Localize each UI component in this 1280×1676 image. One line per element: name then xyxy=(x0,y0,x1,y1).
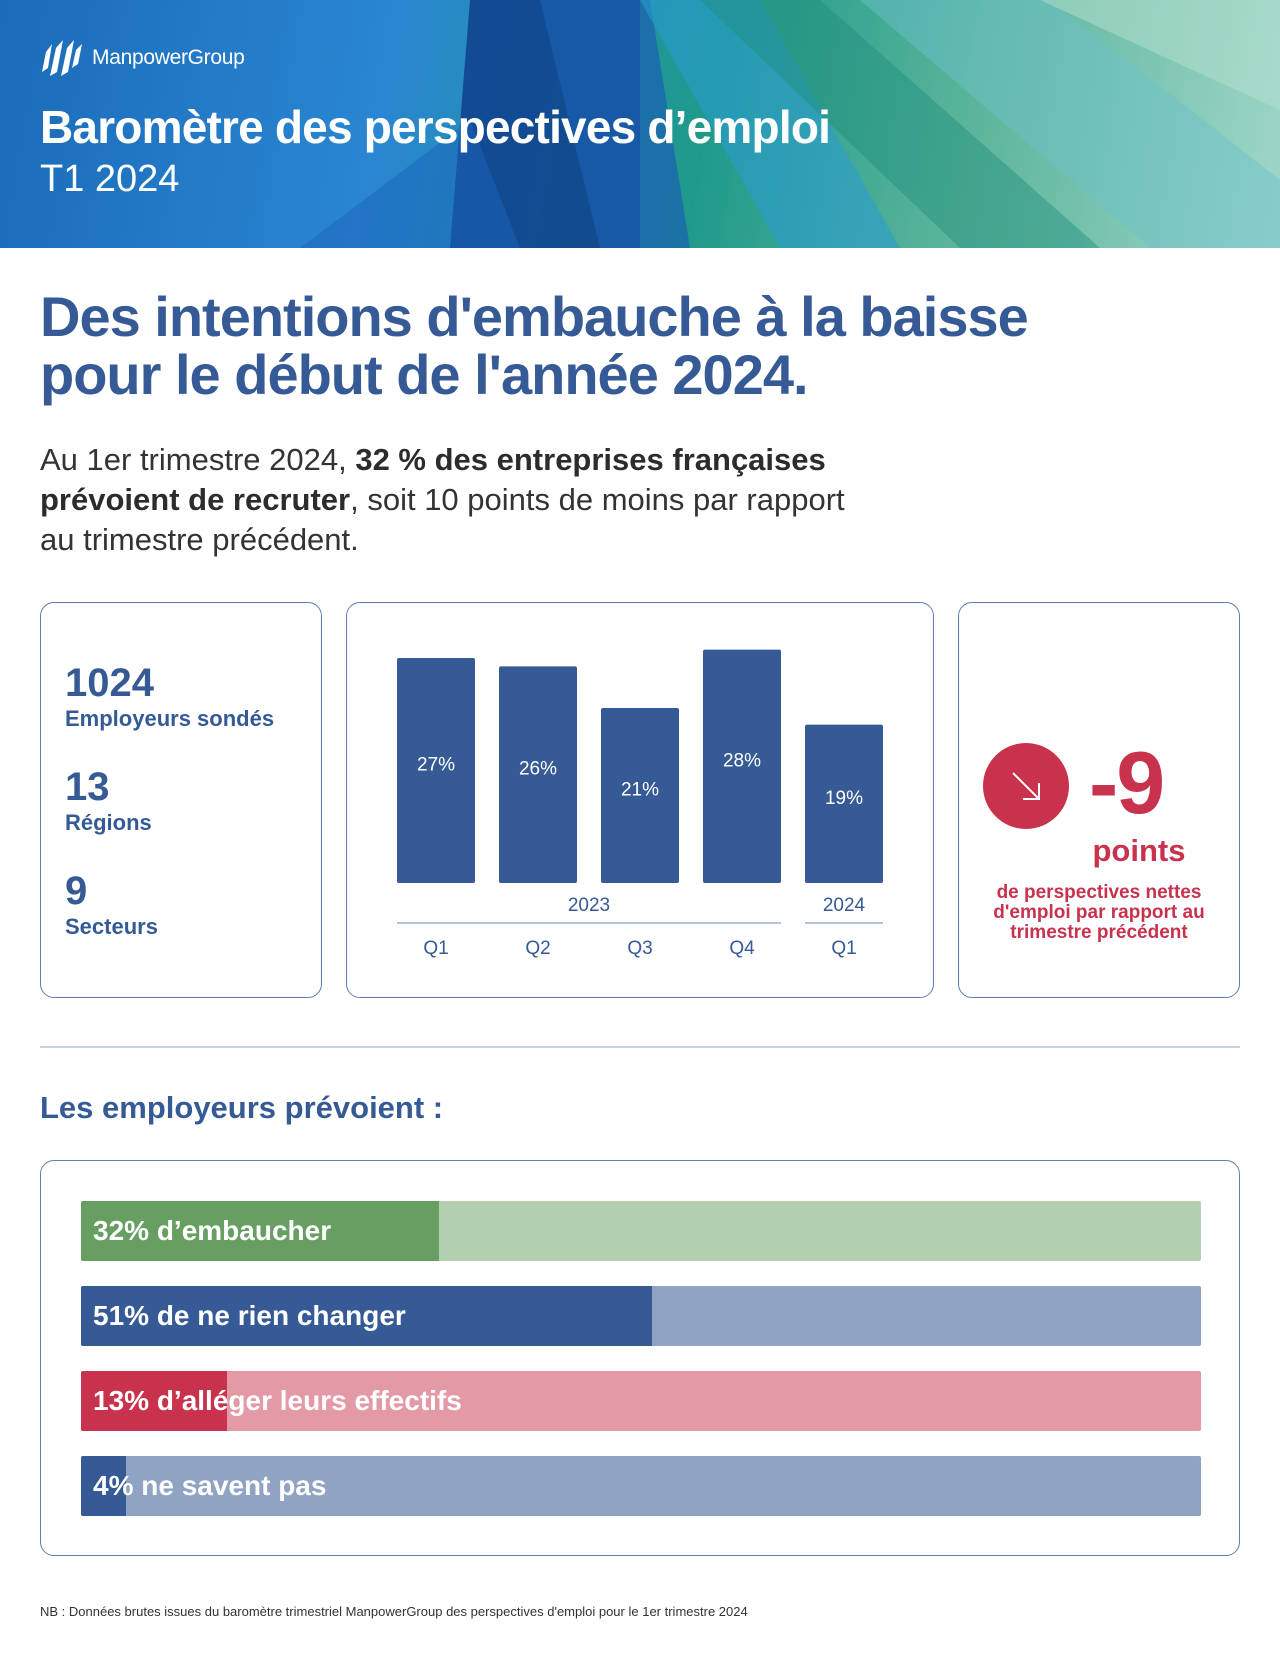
arrow-down-right-icon xyxy=(1012,772,1040,800)
headline-line-2: pour le début de l'année 2024. xyxy=(40,343,809,406)
stat-label: Employeurs sondés xyxy=(65,706,275,731)
page-title: Baromètre des perspectives d’emploi xyxy=(40,101,831,153)
bar-data-label: 19% xyxy=(825,788,863,809)
category-tick-label: Q3 xyxy=(627,938,652,959)
group-label: 2023 xyxy=(568,895,610,916)
bar-unknown: 4% ne savent pas xyxy=(81,1456,1201,1516)
footnote: NB : Données brutes issues du baromètre … xyxy=(40,1604,748,1619)
bar-hiring: 32% d’embaucher xyxy=(81,1201,1201,1261)
brand-name: ManpowerGroup xyxy=(92,46,245,69)
quarterly-chart-card: 27% Q1 26% Q2 21% Q3 28% Q4 19% Q1 2023 2024 xyxy=(346,602,934,998)
category-tick-label: Q1 xyxy=(831,938,856,959)
bar-no-change: 51% de ne rien changer xyxy=(81,1286,1201,1346)
header-banner: ManpowerGroup Baromètre des perspectives… xyxy=(0,0,1280,248)
bar-data-label: 27% xyxy=(417,755,455,776)
bar-5 xyxy=(805,724,883,883)
delta-desc-line: de perspectives nettes xyxy=(996,882,1202,903)
stat-value: 13 xyxy=(65,765,110,809)
delta-badge xyxy=(983,743,1069,829)
section-title: Les employeurs prévoient : xyxy=(40,1090,444,1125)
stat-regions: 13 Régions xyxy=(65,765,152,837)
stat-sectors: 9 Secteurs xyxy=(65,869,158,941)
stat-employers: 1024 Employeurs sondés xyxy=(65,661,274,733)
delta-desc-line: d'emploi par rapport au xyxy=(993,902,1205,923)
delta-value: -9 xyxy=(1089,733,1165,832)
headline: Des intentions d'embauche à la baisse po… xyxy=(40,288,1220,404)
headline-line-1: Des intentions d'embauche à la baisse xyxy=(40,285,1029,348)
manpower-logo-icon xyxy=(42,40,82,76)
bar-1 xyxy=(397,658,475,883)
stat-label: Régions xyxy=(65,810,152,835)
intro-part-2: , soit 10 points de moins par rapport xyxy=(350,482,845,517)
stat-value: 1024 xyxy=(65,661,154,705)
intro-bold-2: prévoient de recruter xyxy=(40,482,351,517)
delta-card: -9 points de perspectives nettes d'emplo… xyxy=(958,602,1240,998)
bar-2 xyxy=(499,666,577,883)
group-label: 2024 xyxy=(823,895,866,916)
brand-logo: ManpowerGroup xyxy=(40,38,245,78)
intro-part-1: Au 1er trimestre 2024, xyxy=(40,442,356,477)
page-subtitle: T1 2024 xyxy=(40,158,180,200)
bar-label: 32% d’embaucher xyxy=(93,1215,332,1246)
category-tick-label: Q2 xyxy=(525,938,550,959)
bar-fill xyxy=(81,1286,653,1346)
intro-part-3: au trimestre précédent. xyxy=(40,522,359,557)
bar-data-label: 26% xyxy=(519,759,557,780)
delta-description: de perspectives nettes d'emploi par rapp… xyxy=(977,883,1221,943)
bar-fill xyxy=(81,1371,227,1431)
bar-fill xyxy=(81,1201,440,1261)
delta-desc-line: trimestre précédent xyxy=(1010,922,1188,943)
stat-label: Secteurs xyxy=(65,914,158,939)
bar-data-label: 21% xyxy=(621,780,659,801)
quarterly-bar-chart: 27% Q1 26% Q2 21% Q3 28% Q4 19% Q1 2023 2024 xyxy=(397,649,883,959)
bar-reduce: 13% d’alléger leurs effectifs xyxy=(81,1371,1201,1431)
bar-label: 4% ne savent pas xyxy=(93,1470,327,1501)
bar-data-label: 28% xyxy=(723,750,761,771)
intro-bold-1: 32 % des entreprises françaises xyxy=(355,442,826,477)
delta-unit: points xyxy=(1092,833,1186,868)
bar-label: 51% de ne rien changer xyxy=(93,1300,406,1331)
section-divider xyxy=(40,1046,1240,1048)
banner-background xyxy=(300,0,1280,248)
bar-3 xyxy=(601,708,679,883)
bar-fill xyxy=(81,1456,126,1516)
intro-paragraph: Au 1er trimestre 2024, 32 % des entrepri… xyxy=(40,440,940,560)
stat-value: 9 xyxy=(65,869,88,913)
category-tick-label: Q4 xyxy=(729,938,755,959)
category-tick-label: Q1 xyxy=(423,938,448,959)
bar-4 xyxy=(703,649,781,883)
intentions-bars-card: 32% d’embaucher 51% de ne rien changer 13%… xyxy=(40,1160,1240,1556)
stats-card: 1024 Employeurs sondés 13 Régions 9 Sect… xyxy=(40,602,322,998)
bar-label: 13% d’alléger leurs effectifs xyxy=(93,1385,462,1416)
